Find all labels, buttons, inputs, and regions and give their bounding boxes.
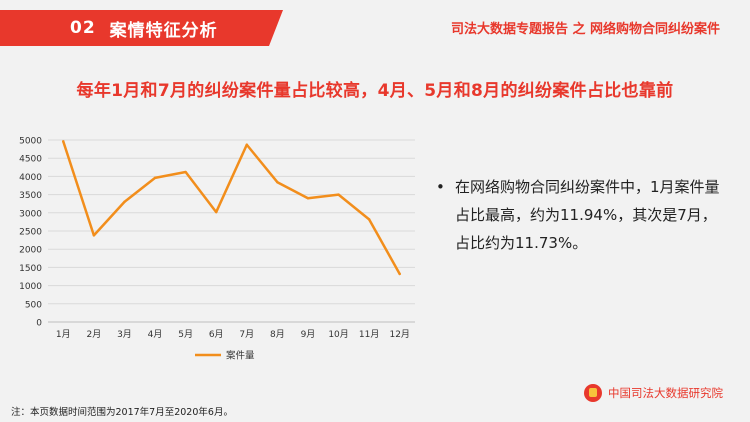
institute-name: 中国司法大数据研究院 — [608, 386, 723, 400]
y-tick-label: 0 — [36, 319, 42, 329]
y-tick-label: 3500 — [19, 191, 42, 201]
x-tick-label: 7月 — [239, 329, 254, 340]
court-emblem-icon — [584, 384, 602, 402]
x-tick-label: 2月 — [87, 329, 102, 340]
section-badge: 02 案情特征分析 — [0, 10, 283, 46]
x-tick-label: 12月 — [389, 329, 409, 340]
summary-text: 在网络购物合同纠纷案件中，1月案件量占比最高，约为11.94%，其次是7月，占比… — [455, 178, 720, 252]
section-title: 案情特征分析 — [109, 20, 218, 41]
y-tick-label: 4500 — [19, 155, 42, 165]
x-tick-label: 4月 — [148, 329, 163, 340]
x-tick-label: 5月 — [178, 329, 193, 340]
data-point — [398, 272, 401, 276]
data-point — [184, 170, 187, 174]
x-tick-label: 8月 — [270, 329, 285, 340]
x-tick-label: 3月 — [117, 329, 132, 340]
institute-logo: 中国司法大数据研究院 — [584, 384, 723, 402]
x-tick-label: 11月 — [359, 329, 379, 340]
data-point — [276, 181, 279, 184]
data-point — [306, 197, 310, 200]
data-point — [123, 200, 126, 204]
data-point — [92, 234, 96, 237]
y-tick-label: 2000 — [19, 246, 42, 256]
data-point — [153, 176, 157, 180]
series-line — [62, 140, 401, 276]
summary-note: • 在网络购物合同纠纷案件中，1月案件量占比最高，约为11.94%，其次是7月，… — [436, 173, 726, 257]
data-point — [367, 218, 371, 221]
bullet-marker: • — [436, 178, 445, 196]
y-tick-label: 500 — [25, 300, 42, 310]
data-point — [215, 210, 218, 214]
y-tick-label: 5000 — [19, 137, 42, 147]
x-tick-label: 9月 — [301, 329, 316, 340]
legend-label: 案件量 — [226, 350, 255, 362]
page-headline: 每年1月和7月的纠纷案件量占比较高，4月、5月和8月的纠纷案件占比也靠前 — [76, 81, 674, 101]
x-tick-label: 1月 — [56, 329, 71, 340]
data-point — [62, 140, 65, 143]
y-tick-label: 1500 — [19, 264, 42, 274]
y-tick-label: 4000 — [19, 173, 42, 183]
data-point — [245, 143, 248, 146]
section-number: 02 — [70, 18, 96, 38]
x-tick-label: 6月 — [209, 329, 224, 340]
y-tick-label: 1000 — [19, 282, 42, 292]
report-title: 司法大数据专题报告 之 网络购物合同纠纷案件 — [450, 22, 720, 37]
top-banner: 02 案情特征分析 司法大数据专题报告 之 网络购物合同纠纷案件 — [0, 10, 750, 46]
y-tick-label: 3000 — [19, 209, 42, 219]
x-tick-label: 10月 — [328, 329, 348, 340]
footnote: 注：本页数据时间范围为2017年7月至2020年6月。 — [11, 407, 233, 418]
line-chart: 0 500 1000 1500 2000 2500 3000 3500 4000 4500 5000… — [19, 137, 415, 362]
y-tick-label: 2500 — [19, 228, 42, 238]
data-point — [337, 193, 340, 196]
